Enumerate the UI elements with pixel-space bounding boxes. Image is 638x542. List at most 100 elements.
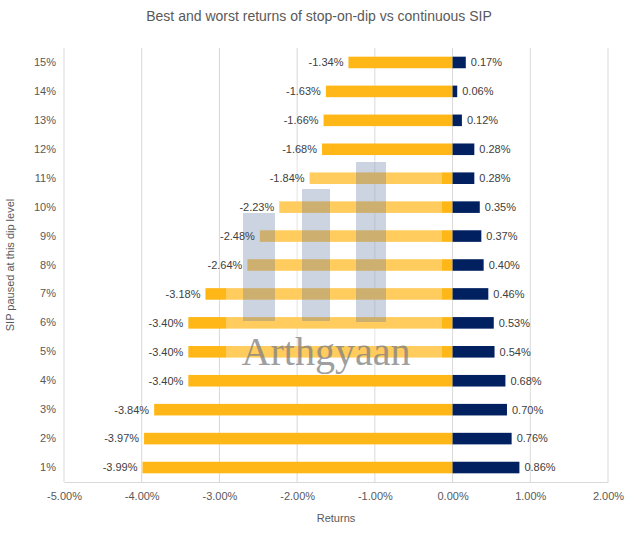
bar — [154, 404, 452, 416]
data-label: -3.40% — [148, 346, 183, 358]
data-label: 0.28% — [479, 172, 510, 184]
watermark-text: Arthgyaan — [242, 329, 411, 374]
x-tick-label: -4.00% — [125, 490, 160, 502]
grid-line — [608, 48, 609, 482]
y-tick: 10% — [34, 201, 56, 213]
data-label: 0.35% — [485, 201, 516, 213]
data-label: -1.66% — [284, 114, 319, 126]
data-label: 0.46% — [493, 288, 524, 300]
bar — [144, 433, 453, 445]
title: Best and worst returns of stop-on-dip vs… — [146, 8, 492, 24]
x-axis-title: Returns — [317, 512, 356, 524]
data-labels: -3.99%-3.97%-3.84%-3.40%-3.40%-3.40%-3.1… — [103, 56, 556, 473]
y-tick-label: 2% — [40, 432, 56, 444]
data-label: -2.23% — [239, 201, 274, 213]
bar — [453, 346, 495, 358]
y-tick: 2% — [40, 432, 56, 444]
data-label: 0.28% — [479, 143, 510, 155]
data-label: 0.53% — [499, 317, 530, 329]
bar — [453, 57, 466, 69]
x-tick: 0.00% — [437, 482, 468, 502]
x-tick: 2.00% — [593, 482, 624, 502]
y-tick: 15% — [34, 56, 56, 68]
y-tick-label: 9% — [40, 230, 56, 242]
bar — [453, 404, 507, 416]
y-tick-label: 1% — [40, 461, 56, 473]
bar — [453, 86, 458, 98]
y-tick-label: 15% — [34, 56, 56, 68]
x-tick: 1.00% — [515, 482, 546, 502]
x-tick-label: -3.00% — [202, 490, 237, 502]
data-label: 0.70% — [512, 404, 543, 416]
data-label: -1.63% — [286, 85, 321, 97]
x-axis: -5.00% -4.00% -3.00% -2.00% -1.00% 0.00% 1.00%… — [47, 482, 624, 502]
y-tick: 4% — [40, 374, 56, 386]
bar — [453, 230, 482, 242]
x-tick-label: -5.00% — [47, 490, 82, 502]
y-tick-label: 3% — [40, 403, 56, 415]
y-axis-line — [64, 49, 65, 483]
bar — [453, 172, 475, 184]
bar — [453, 433, 512, 445]
x-axis-line — [65, 482, 609, 483]
y-axis-title: SIP paused at this dip level — [4, 199, 16, 332]
bar — [453, 259, 484, 271]
y-tick-label: 14% — [34, 85, 56, 97]
x-tick: -1.00% — [358, 482, 393, 502]
bar — [188, 375, 452, 387]
data-label: -3.40% — [148, 317, 183, 329]
data-label: -3.97% — [104, 432, 139, 444]
bars — [142, 57, 519, 474]
x-tick: -3.00% — [202, 482, 237, 502]
y-tick-label: 12% — [34, 143, 56, 155]
y-tick: 8% — [40, 259, 56, 271]
x-tick-label: 0.00% — [437, 490, 468, 502]
bar — [453, 143, 475, 155]
grid-line — [141, 48, 142, 482]
y-tick-label: 6% — [40, 316, 56, 328]
data-label: -1.84% — [270, 172, 305, 184]
y-axis: 1% 2% 3% 4% 5% 6% 7% 8% 9% 10% 11% 12% 13% 14% 15% — [34, 49, 65, 483]
y-tick-label: 13% — [34, 114, 56, 126]
data-label: -1.68% — [282, 143, 317, 155]
y-tick: 3% — [40, 403, 56, 415]
bar — [453, 115, 462, 127]
watermark: Arthgyaan — [226, 160, 442, 374]
grid-line — [64, 48, 65, 482]
x-tick: -2.00% — [280, 482, 315, 502]
y-tick-label: 10% — [34, 201, 56, 213]
data-label: 0.86% — [524, 461, 555, 473]
data-label: 0.40% — [489, 259, 520, 271]
bar — [322, 143, 453, 155]
data-label: 0.54% — [500, 346, 531, 358]
y-tick: 6% — [40, 316, 56, 328]
bar — [326, 86, 453, 98]
y-tick: 14% — [34, 85, 56, 97]
chart: Best and worst returns of stop-on-dip vs… — [0, 0, 638, 542]
y-tick: 1% — [40, 461, 56, 473]
y-tick-label: 5% — [40, 345, 56, 357]
x-tick: -4.00% — [125, 482, 160, 502]
bar — [453, 375, 506, 387]
y-tick: 11% — [35, 172, 56, 184]
data-label: -3.18% — [166, 288, 201, 300]
data-label: -2.64% — [208, 259, 243, 271]
watermark-shape — [356, 162, 386, 322]
bar — [348, 57, 452, 69]
y-tick-label: 8% — [40, 259, 56, 271]
data-label: 0.37% — [486, 230, 517, 242]
y-tick: 12% — [34, 143, 56, 155]
x-tick-label: -2.00% — [280, 490, 315, 502]
y-tick-label: 11% — [35, 172, 56, 184]
grid-line — [530, 48, 531, 482]
bar — [453, 317, 494, 329]
x-tick: -5.00% — [47, 482, 82, 502]
data-label: 0.76% — [517, 432, 548, 444]
data-label: 0.06% — [462, 85, 493, 97]
data-label: -3.40% — [148, 375, 183, 387]
x-tick-label: 1.00% — [515, 490, 546, 502]
y-tick-label: 7% — [40, 287, 56, 299]
bar — [142, 462, 452, 474]
data-label: -1.34% — [309, 56, 344, 68]
grid — [64, 48, 608, 482]
